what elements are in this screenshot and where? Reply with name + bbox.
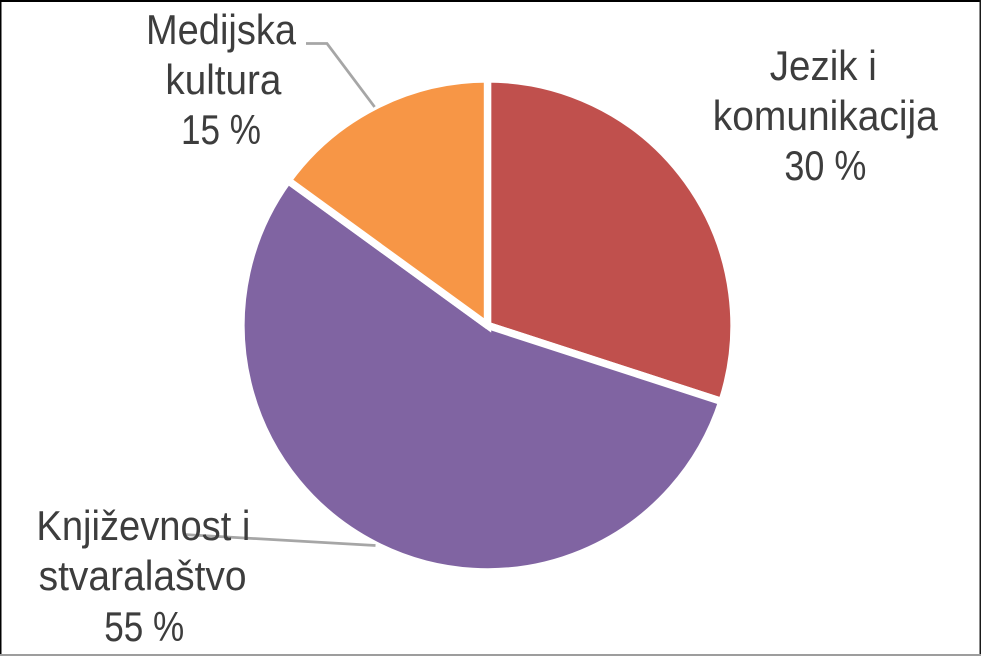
svg-text:55 %: 55 % xyxy=(104,603,184,650)
svg-text:15 %: 15 % xyxy=(181,106,261,153)
svg-text:stvaralaštvo: stvaralaštvo xyxy=(39,552,247,599)
svg-text:komunikacija: komunikacija xyxy=(713,92,939,139)
svg-text:Medijska: Medijska xyxy=(146,6,297,53)
svg-text:30 %: 30 % xyxy=(784,142,866,189)
svg-text:Književnost i: Književnost i xyxy=(36,502,250,549)
svg-text:Jezik i: Jezik i xyxy=(770,42,877,89)
svg-text:kultura: kultura xyxy=(165,56,282,103)
